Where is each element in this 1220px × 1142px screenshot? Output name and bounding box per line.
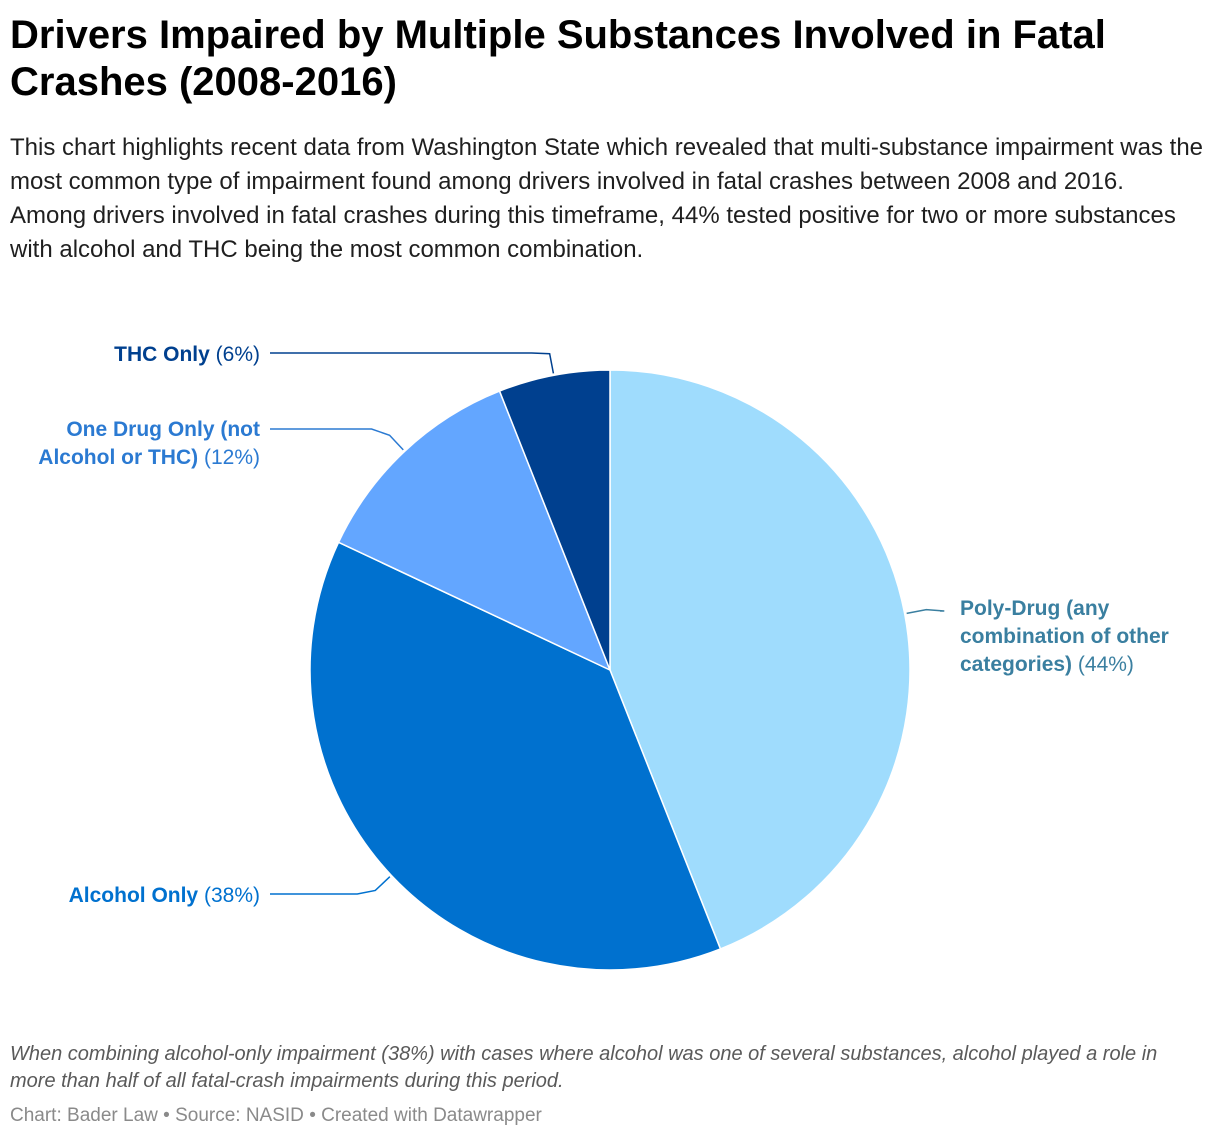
slice-label-value: (38%) [203, 884, 260, 907]
footer-separator: • [163, 1105, 170, 1126]
slice-label-value: (12%) [203, 446, 260, 469]
pie-slice-poly-drug [609, 369, 911, 950]
footer-chart-by: Chart: Bader Law [10, 1105, 158, 1126]
leader-lines [270, 352, 945, 895]
slice-label-name: One Drug Only (not Alcohol or THC) [38, 418, 260, 469]
pie-slice-alcohol-only [309, 541, 722, 971]
leader-line-alcohol-only [270, 876, 391, 895]
chart-title: Drivers Impaired by Multiple Substances … [10, 13, 1106, 104]
leader-line-thc-only [270, 352, 555, 374]
slice-label-thc-only: THC Only (6%) [114, 341, 260, 369]
pie-slices [309, 369, 911, 971]
pie-slice-one-drug-only [337, 390, 612, 672]
footer-source: Source: NASID [175, 1105, 304, 1126]
leader-line-one-drug-only [270, 428, 404, 451]
footer-created-with: Created with Datawrapper [321, 1105, 542, 1126]
pie-slice-thc-only [498, 369, 611, 671]
pie-chart [270, 352, 945, 971]
chart-subtitle: This chart highlights recent data from W… [10, 134, 1204, 263]
slice-label-name: Alcohol Only [68, 884, 199, 907]
slice-label-alcohol-only: Alcohol Only (38%) [69, 882, 260, 910]
chart-notes: When combining alcohol-only impairment (… [10, 1043, 1158, 1092]
slice-label-one-drug-only: One Drug Only (not Alcohol or THC) (12%) [30, 416, 260, 472]
leader-line-poly-drug [906, 608, 945, 615]
slice-label-name: THC Only [114, 343, 210, 366]
slice-label-value: (6%) [215, 343, 260, 366]
chart-footer: Chart: Bader Law • Source: NASID • Creat… [10, 1105, 542, 1127]
slice-label-name: Poly-Drug (any combination of other cate… [960, 597, 1169, 676]
slice-label-poly-drug: Poly-Drug (any combination of other cate… [960, 595, 1205, 679]
footer-separator: • [309, 1105, 316, 1126]
slice-label-value: (44%) [1077, 653, 1134, 676]
